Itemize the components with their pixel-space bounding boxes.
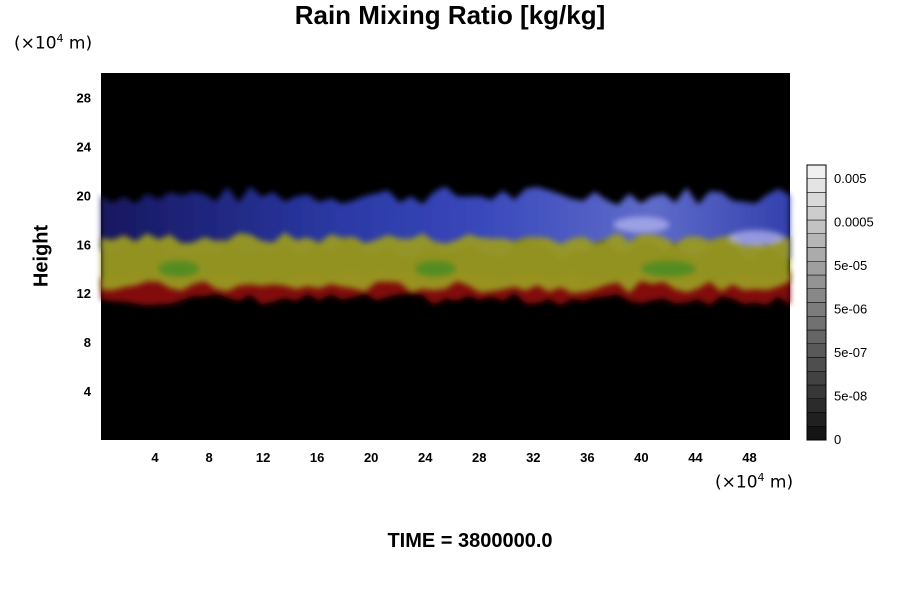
y-tick-label: 28	[77, 90, 91, 105]
x-tick-label: 48	[742, 450, 756, 465]
time-caption: TIME = 3800000.0	[387, 530, 553, 552]
x-axis-unit: (×104 m)	[715, 471, 794, 493]
colorbar-level	[806, 233, 827, 248]
green-patch	[158, 260, 199, 277]
y-tick-label: 12	[77, 286, 91, 301]
colorbar-level	[806, 274, 827, 289]
colorbar-level	[806, 329, 827, 344]
y-tick-label: 24	[77, 139, 92, 154]
y-tick-label: 20	[77, 188, 91, 203]
colorbar-level	[806, 343, 827, 358]
colorbar-level	[806, 412, 827, 427]
colorbar-level	[806, 316, 827, 331]
colorbar-level	[806, 247, 827, 262]
chart-title: Rain Mixing Ratio [kg/kg]	[294, 0, 606, 30]
colorbar-label: 5e-05	[834, 258, 867, 273]
x-tick-label: 8	[205, 450, 212, 465]
x-tick-label: 20	[364, 450, 378, 465]
colorbar-level	[806, 302, 827, 317]
colorbar-label: 0.005	[834, 171, 867, 186]
colorbar-level	[806, 288, 827, 303]
green-patch	[641, 260, 696, 277]
y-axis-unit: (×104 m)	[14, 32, 93, 54]
x-tick-label: 28	[472, 450, 486, 465]
colorbar-level	[806, 357, 827, 372]
colorbar-level	[806, 384, 827, 399]
colorbar-label: 5e-07	[834, 345, 867, 360]
x-tick-label: 24	[418, 450, 433, 465]
x-tick-label: 32	[526, 450, 540, 465]
green-patch	[415, 260, 456, 277]
colorbar-level	[806, 164, 827, 179]
colorbar-level	[806, 219, 827, 234]
y-tick-label: 4	[84, 384, 92, 399]
colorbar-label: 5e-08	[834, 389, 867, 404]
colorbar-level	[806, 398, 827, 413]
x-tick-label: 12	[256, 450, 270, 465]
colorbar-level	[806, 426, 827, 441]
x-tick-label: 4	[151, 450, 159, 465]
colorbar-level	[806, 261, 827, 276]
x-tick-label: 40	[634, 450, 648, 465]
colorbar-frame	[806, 164, 827, 441]
blue-highlight	[613, 216, 670, 233]
y-tick-label: 16	[77, 237, 91, 252]
colorbar-level	[806, 371, 827, 386]
colorbar-level	[806, 206, 827, 221]
x-tick-label: 44	[688, 450, 703, 465]
colorbar-label: 5e-06	[834, 302, 867, 317]
blue-highlight	[728, 230, 785, 247]
colorbar-level	[806, 192, 827, 207]
x-tick-label: 16	[310, 450, 324, 465]
x-tick-label: 36	[580, 450, 594, 465]
colorbar-level	[806, 178, 827, 193]
colorbar-label: 0.0005	[834, 215, 874, 230]
colorbar: 0.005 0.0005 5e-05 5e-06 5e-07 5e-08 0	[806, 164, 874, 447]
y-tick-label: 8	[84, 335, 91, 350]
colorbar-label: 0	[834, 432, 841, 447]
